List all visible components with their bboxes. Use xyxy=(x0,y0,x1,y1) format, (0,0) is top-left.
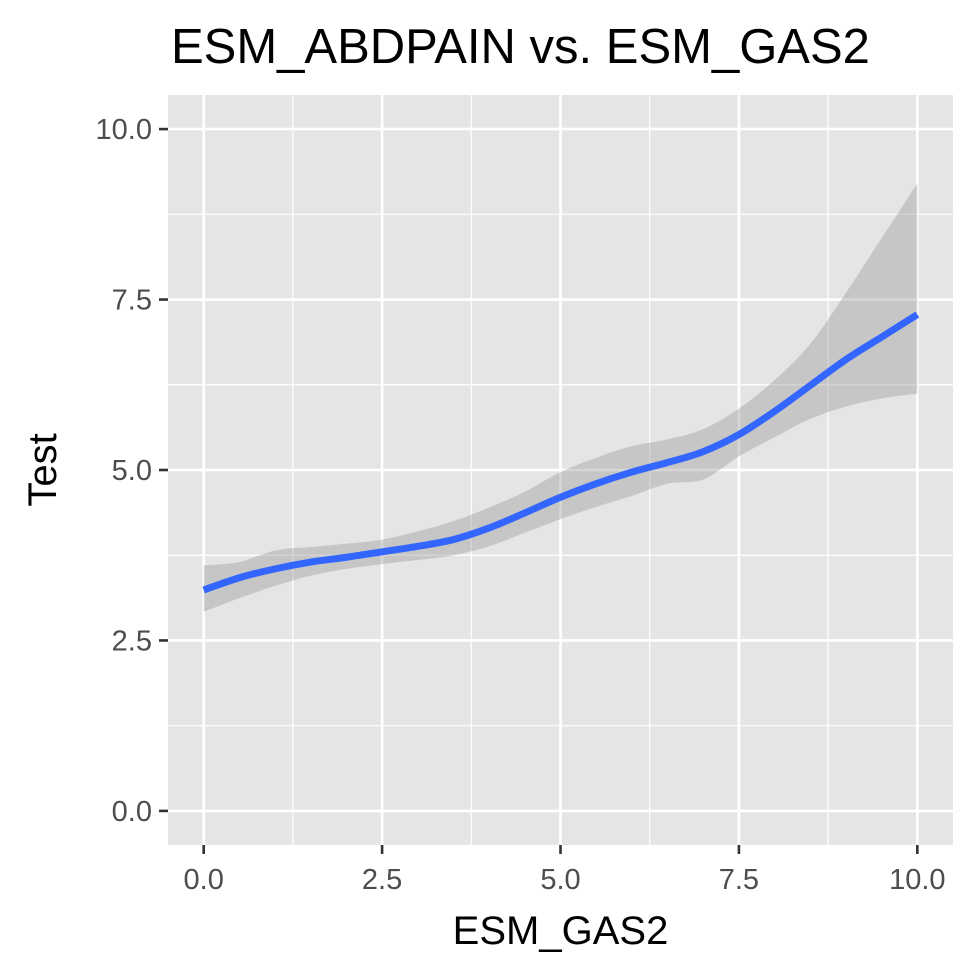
smooth-line xyxy=(202,311,920,594)
x-axis-title: ESM_GAS2 xyxy=(453,909,669,953)
y-tick-label: 7.5 xyxy=(112,285,152,317)
x-tick-label: 5.0 xyxy=(540,864,580,896)
x-tick-label: 0.0 xyxy=(184,864,224,896)
y-tick-label: 10.0 xyxy=(96,114,152,146)
major-grid xyxy=(168,95,953,845)
y-axis-ticks: 0.0 2.5 5.0 7.5 10.0 xyxy=(96,114,168,828)
x-axis-ticks: 0.0 2.5 5.0 7.5 10.0 xyxy=(184,845,946,896)
y-tick-label: 2.5 xyxy=(112,625,152,657)
x-tick-label: 2.5 xyxy=(362,864,402,896)
y-axis-title: Test xyxy=(21,433,65,506)
chart-title: ESM_ABDPAIN vs. ESM_GAS2 xyxy=(171,20,870,74)
x-tick-label: 10.0 xyxy=(889,864,945,896)
x-tick-label: 7.5 xyxy=(719,864,759,896)
y-tick-label: 5.0 xyxy=(112,455,152,487)
y-tick-label: 0.0 xyxy=(112,796,152,828)
